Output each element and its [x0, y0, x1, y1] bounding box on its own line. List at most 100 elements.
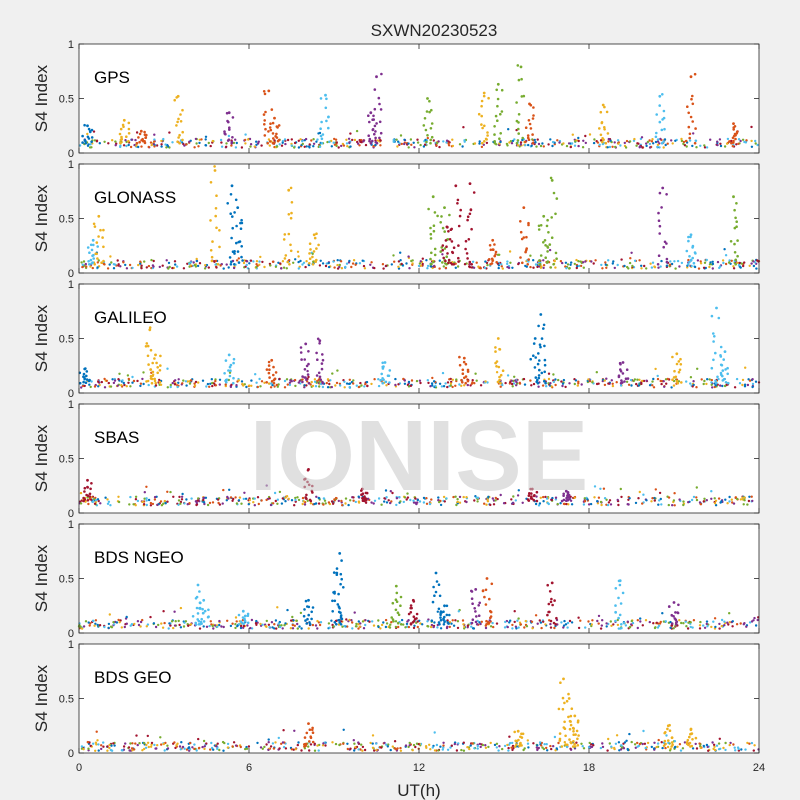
spike-point [145, 380, 148, 383]
data-point [205, 263, 209, 267]
data-point [227, 134, 231, 138]
data-point [171, 266, 174, 270]
spike-point [441, 248, 445, 252]
data-point [240, 380, 244, 383]
data-point [595, 382, 599, 386]
data-point [301, 378, 304, 381]
data-point [672, 627, 675, 630]
data-point [702, 266, 706, 269]
spike-point [194, 621, 197, 625]
spike-point [618, 613, 622, 617]
data-point [416, 138, 419, 141]
spike-point [677, 603, 680, 607]
data-point [687, 258, 690, 262]
spike-point [83, 123, 86, 127]
data-point [495, 742, 499, 745]
data-point [660, 503, 663, 506]
data-point [281, 141, 284, 144]
data-point [435, 141, 439, 145]
data-point [216, 625, 219, 628]
data-point [240, 146, 244, 149]
spike-point [519, 735, 522, 739]
data-point [448, 625, 451, 629]
data-point [129, 495, 132, 499]
spike-point [658, 120, 662, 124]
spike-point [440, 215, 443, 218]
data-point [259, 255, 262, 259]
data-point [393, 260, 396, 263]
data-point [338, 743, 341, 747]
spike-point [657, 211, 660, 215]
data-point [342, 144, 346, 147]
data-point [545, 743, 548, 746]
spike-point [599, 110, 603, 114]
data-point [164, 502, 167, 505]
data-point [694, 742, 697, 746]
data-point [517, 489, 520, 492]
data-point [342, 742, 345, 745]
data-point [215, 745, 218, 748]
data-point [286, 608, 289, 612]
spike-point [498, 375, 501, 379]
spike-point [520, 744, 523, 747]
data-point [125, 615, 128, 619]
spike-point [236, 250, 240, 253]
data-point [477, 265, 480, 268]
data-point [563, 741, 566, 744]
spike-point [540, 337, 544, 340]
data-point [712, 743, 716, 746]
data-point [84, 262, 88, 266]
data-point [415, 742, 419, 745]
data-point [172, 495, 175, 498]
spike-point [691, 256, 694, 260]
data-point [673, 504, 676, 507]
spike-peak [307, 598, 310, 602]
data-point [606, 146, 609, 149]
data-point [669, 626, 672, 629]
data-point [453, 742, 456, 746]
spike-peak [443, 206, 446, 210]
data-point [297, 139, 300, 142]
data-point [369, 263, 372, 266]
data-point [207, 266, 210, 269]
spike-point [287, 232, 291, 236]
spike-point [538, 259, 541, 262]
data-point [195, 749, 198, 752]
data-point [529, 379, 532, 382]
data-point [429, 748, 432, 751]
spike-point [549, 619, 553, 623]
data-point [665, 382, 668, 385]
spike-point [267, 364, 271, 367]
spike-point [373, 88, 377, 91]
data-point [333, 499, 336, 502]
data-point [381, 263, 385, 266]
data-point [103, 263, 106, 266]
spike-point [493, 141, 497, 145]
spike-point [684, 139, 688, 143]
data-point [268, 626, 271, 629]
data-point [705, 258, 708, 262]
spike-point [550, 216, 553, 219]
spike-point [440, 246, 444, 249]
spike-point [342, 586, 345, 589]
data-point [458, 501, 462, 504]
data-point [352, 379, 355, 382]
data-point [129, 145, 133, 149]
spike-point [333, 621, 337, 624]
spike-point [154, 381, 157, 385]
spike-point [146, 354, 150, 358]
data-point [153, 498, 157, 501]
spike-point [494, 350, 497, 353]
data-point [406, 496, 410, 499]
spike-point [605, 110, 609, 114]
data-point [549, 382, 552, 385]
spike-peak [227, 111, 231, 115]
spike-point [620, 623, 623, 626]
data-point [720, 618, 724, 622]
spike-point [213, 165, 216, 168]
plot-area [79, 44, 759, 153]
data-point [90, 498, 93, 501]
spike-point [100, 261, 103, 265]
data-point [244, 265, 247, 268]
spike-point [88, 495, 92, 498]
